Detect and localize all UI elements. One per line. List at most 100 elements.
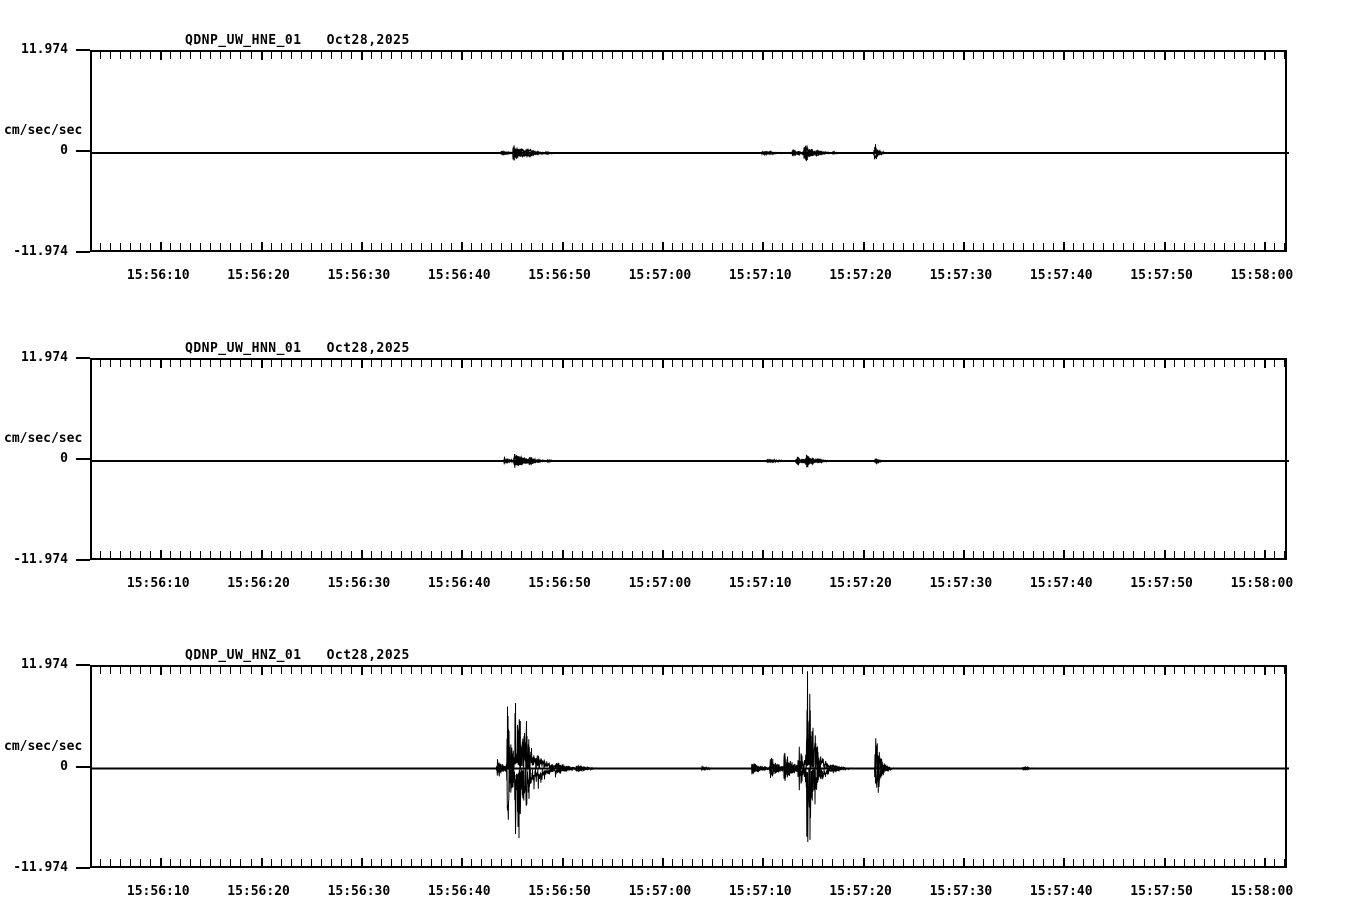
x-tick-minor [802, 667, 803, 674]
x-tick-minor [381, 52, 382, 59]
x-tick-minor [421, 551, 422, 558]
x-tick-minor [351, 667, 352, 674]
x-tick-minor [100, 52, 101, 59]
x-tick-minor [331, 360, 332, 367]
x-tick-minor [832, 52, 833, 59]
x-tick-minor [1174, 52, 1175, 59]
x-tick-minor [431, 551, 432, 558]
x-tick-minor [602, 551, 603, 558]
x-tick-minor [572, 243, 573, 250]
x-tick-minor [602, 243, 603, 250]
waveform-lower-envelope [92, 766, 1289, 843]
x-tick-minor [411, 52, 412, 59]
x-tick-minor [903, 243, 904, 250]
x-tick-minor [501, 360, 502, 367]
x-tick-minor [190, 859, 191, 866]
x-tick-minor [802, 360, 803, 367]
x-tick-minor [1053, 667, 1054, 674]
x-tick-minor [291, 667, 292, 674]
x-tick-minor [853, 859, 854, 866]
x-tick-minor [832, 667, 833, 674]
x-tick-minor [1113, 551, 1114, 558]
x-tick-minor [1154, 52, 1155, 59]
x-tick-minor [722, 52, 723, 59]
x-tick-major [160, 52, 162, 60]
x-tick-minor [672, 360, 673, 367]
x-tick-minor [672, 859, 673, 866]
x-tick-minor [501, 52, 502, 59]
x-tick-minor [1274, 551, 1275, 558]
x-tick-minor [1033, 551, 1034, 558]
x-tick-minor [1184, 52, 1185, 59]
x-tick-minor [672, 667, 673, 674]
x-axis-tick-label: 15:56:20 [227, 884, 290, 899]
x-tick-major [261, 667, 263, 675]
x-tick-minor [552, 667, 553, 674]
x-tick-minor [772, 667, 773, 674]
x-tick-minor [311, 52, 312, 59]
x-tick-minor [782, 667, 783, 674]
x-tick-minor [351, 360, 352, 367]
x-tick-minor [150, 667, 151, 674]
x-tick-minor [1083, 859, 1084, 866]
x-tick-minor [752, 360, 753, 367]
x-tick-minor [772, 551, 773, 558]
x-tick-minor [1043, 551, 1044, 558]
x-tick-minor [742, 551, 743, 558]
x-axis-tick-label: 15:57:10 [728, 268, 792, 283]
x-tick-minor [230, 551, 231, 558]
x-tick-minor [190, 243, 191, 250]
x-tick-minor [983, 243, 984, 250]
x-tick-minor [130, 551, 131, 558]
x-tick-minor [1174, 551, 1175, 558]
x-tick-minor [923, 360, 924, 367]
x-tick-minor [220, 243, 221, 250]
x-tick-minor [441, 667, 442, 674]
y-tick-zero [76, 150, 90, 152]
x-tick-major [361, 242, 363, 250]
x-tick-minor [742, 243, 743, 250]
x-tick-minor [1093, 859, 1094, 866]
waveform-lower-envelope [92, 151, 1289, 162]
x-tick-minor [110, 360, 111, 367]
x-tick-minor [622, 667, 623, 674]
x-axis-tick-label: 15:57:30 [929, 576, 993, 591]
x-tick-minor [130, 360, 131, 367]
x-tick-minor [692, 52, 693, 59]
x-tick-minor [1043, 859, 1044, 866]
x-tick-minor [883, 551, 884, 558]
x-tick-minor [1023, 551, 1024, 558]
x-tick-minor [843, 859, 844, 866]
x-tick-minor [732, 52, 733, 59]
x-axis-tick-label: 15:57:40 [1029, 576, 1093, 591]
x-tick-minor [742, 859, 743, 866]
x-tick-minor [511, 243, 512, 250]
x-tick-minor [1133, 52, 1134, 59]
x-tick-minor [1214, 859, 1215, 866]
x-tick-minor [1023, 360, 1024, 367]
x-tick-major [1264, 550, 1266, 558]
x-tick-minor [521, 859, 522, 866]
x-axis-tick-label: 15:57:00 [628, 884, 692, 899]
x-tick-major [160, 858, 162, 866]
x-tick-minor [903, 360, 904, 367]
x-tick-minor [200, 360, 201, 367]
x-tick-minor [1174, 859, 1175, 866]
y-axis-units-label: cm/sec/sec [4, 123, 83, 138]
x-tick-minor [712, 667, 713, 674]
x-tick-minor [622, 360, 623, 367]
x-tick-minor [451, 52, 452, 59]
x-tick-minor [210, 360, 211, 367]
x-tick-minor [311, 859, 312, 866]
x-tick-minor [190, 667, 191, 674]
x-tick-minor [973, 52, 974, 59]
x-tick-minor [1093, 667, 1094, 674]
x-tick-minor [1013, 551, 1014, 558]
x-tick-minor [230, 360, 231, 367]
x-tick-major [863, 858, 865, 866]
x-tick-minor [180, 551, 181, 558]
x-tick-minor [802, 551, 803, 558]
x-tick-minor [1204, 551, 1205, 558]
x-tick-minor [251, 551, 252, 558]
x-axis-tick-label: 15:57:20 [829, 268, 892, 283]
